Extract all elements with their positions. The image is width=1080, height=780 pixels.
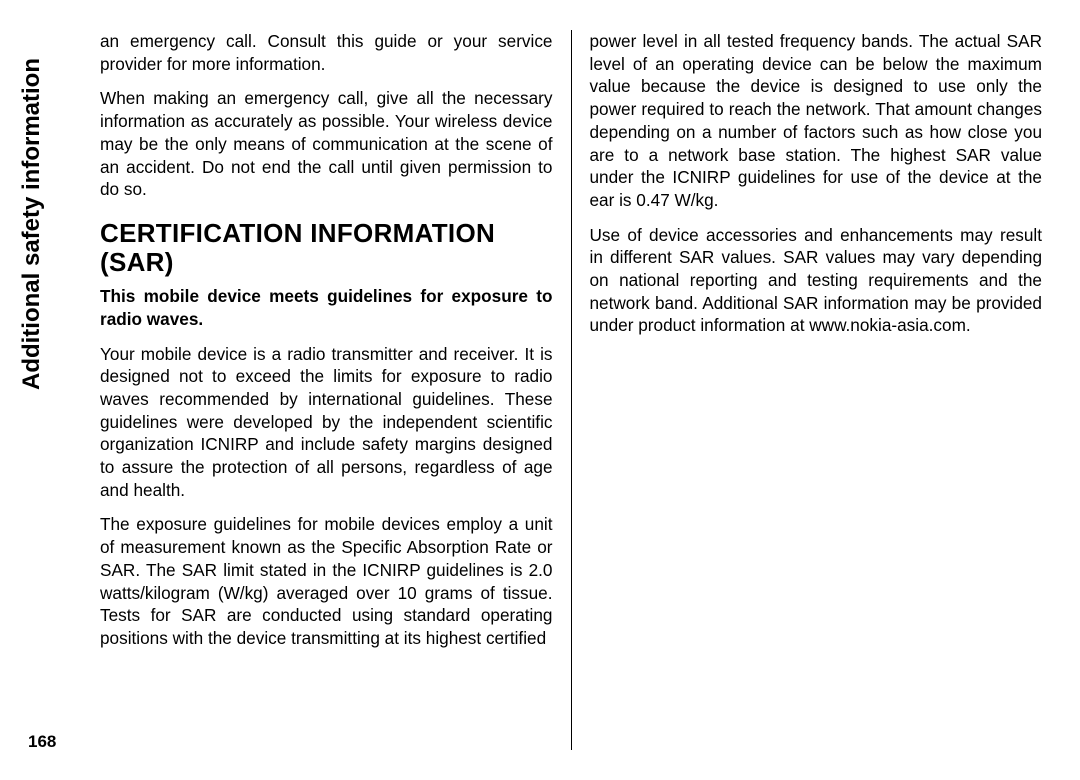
body-paragraph: Your mobile device is a radio transmitte… bbox=[100, 343, 553, 502]
body-paragraph: The exposure guidelines for mobile devic… bbox=[100, 513, 553, 649]
document-page: Additional safety information 168 an eme… bbox=[0, 0, 1080, 780]
body-paragraph: Use of device accessories and enhancemen… bbox=[590, 224, 1043, 338]
body-paragraph: When making an emergency call, give all … bbox=[100, 87, 553, 201]
side-label-text: Additional safety information bbox=[18, 58, 46, 390]
section-heading: CERTIFICATION INFORMATION (SAR) bbox=[100, 219, 553, 277]
body-paragraph: an emergency call. Consult this guide or… bbox=[100, 30, 553, 75]
right-column: power level in all tested frequency band… bbox=[572, 30, 1061, 750]
section-side-label: Additional safety information bbox=[12, 30, 52, 450]
content-area: an emergency call. Consult this guide or… bbox=[82, 30, 1060, 750]
left-column: an emergency call. Consult this guide or… bbox=[82, 30, 571, 750]
page-number: 168 bbox=[28, 732, 56, 752]
bold-intro: This mobile device meets guidelines for … bbox=[100, 285, 553, 330]
body-paragraph: power level in all tested frequency band… bbox=[590, 30, 1043, 212]
